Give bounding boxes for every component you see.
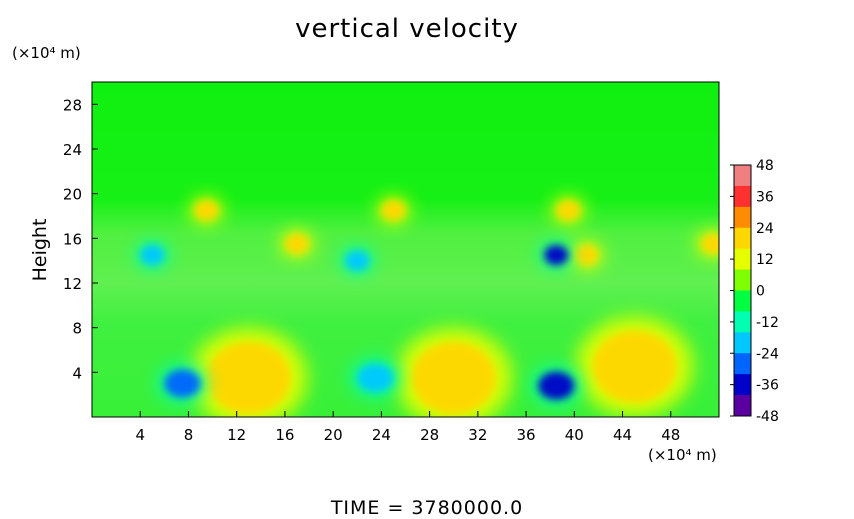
time-label: TIME = 3780000.0 [330, 497, 524, 519]
colorbar-tick-label: -36 [756, 378, 779, 394]
downdraft-core-3 [164, 369, 201, 398]
colorbar-swatch [734, 165, 751, 187]
colorbar-swatch [734, 248, 751, 271]
y-tick-label: 28 [63, 96, 82, 114]
x-tick-label: 12 [227, 426, 246, 444]
updraft-core-6 [194, 200, 219, 221]
colorbar-tick-label: 12 [756, 252, 774, 268]
y-tick-label: 24 [63, 141, 82, 159]
colorbar-swatch [734, 311, 751, 333]
y-tick-label: 8 [72, 320, 82, 338]
x-tick-label: 8 [184, 426, 194, 444]
x-tick-label: 16 [275, 426, 294, 444]
updraft-core-1 [411, 341, 496, 414]
colorbar-swatch [734, 185, 751, 208]
y-axis-unit: (×10⁴ m) [12, 44, 81, 62]
updraft-core-11 [700, 233, 719, 254]
y-tick-label: 12 [63, 275, 82, 293]
updraft-core-0 [206, 341, 291, 414]
colorbar-swatch [734, 374, 751, 396]
colorbar-swatch [734, 206, 751, 229]
y-tick-label: 4 [72, 364, 82, 382]
updraft-core-2 [592, 330, 677, 403]
colorbar-swatch [734, 290, 751, 312]
colorbar-swatch [734, 227, 751, 250]
plot-frame [91, 81, 720, 418]
colorbar-tick-label: -12 [756, 315, 779, 331]
downdraft-core-5 [538, 371, 575, 400]
y-axis-label: Height [29, 218, 51, 282]
chart-title: vertical velocity [295, 14, 519, 44]
downdraft-core-4 [357, 363, 394, 392]
x-tick-label: 48 [661, 426, 680, 444]
colorbar-tick-label: -48 [756, 409, 779, 425]
y-tick-label: 16 [63, 230, 82, 248]
colorbar-tick-label: 48 [756, 158, 774, 174]
downdraft-core-12 [544, 245, 569, 266]
x-axis-unit: (×10⁴ m) [648, 446, 717, 464]
colorbar: 48 36 24 12 0 -12 -24 -36 -48 [730, 158, 779, 425]
y-axis: 4 8 12 16 20 24 28 [63, 96, 98, 382]
colorbar-tick-label: -24 [756, 346, 779, 362]
x-tick-label: 4 [135, 426, 145, 444]
x-tick-label: 44 [613, 426, 632, 444]
downdraft-core-13 [345, 250, 370, 271]
x-tick-label: 20 [324, 426, 343, 444]
updraft-core-7 [381, 200, 406, 221]
x-tick-label: 40 [565, 426, 584, 444]
x-axis: 4 8 12 16 20 24 28 32 36 40 44 48 [135, 411, 680, 444]
colorbar-swatch [734, 332, 751, 354]
colorbar-swatch [734, 353, 751, 375]
colorbar-swatch [734, 269, 751, 291]
colorbar-tick-label: 36 [756, 189, 774, 205]
y-tick-label: 20 [63, 186, 82, 204]
plot-area [91, 81, 720, 418]
x-tick-label: 28 [420, 426, 439, 444]
updraft-core-9 [284, 233, 309, 254]
x-tick-label: 36 [517, 426, 536, 444]
heatmap-features [135, 196, 719, 417]
updraft-core-8 [556, 200, 581, 221]
colorbar-tick-label: 0 [756, 284, 765, 300]
updraft-core-10 [574, 245, 599, 266]
x-tick-label: 32 [468, 426, 487, 444]
downdraft-core-14 [140, 245, 165, 266]
x-tick-label: 24 [372, 426, 391, 444]
colorbar-swatch [734, 395, 751, 417]
colorbar-tick-label: 24 [756, 221, 774, 237]
